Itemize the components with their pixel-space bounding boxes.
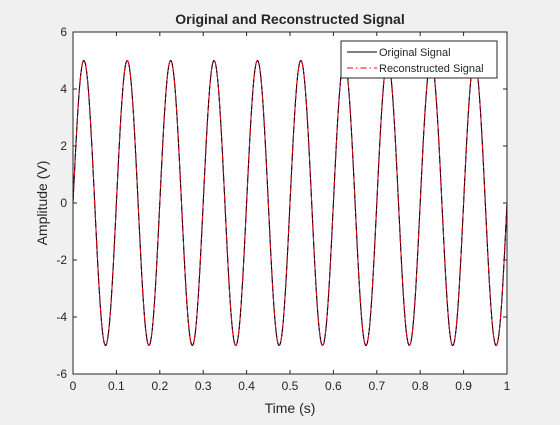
x-tick-label: 0.3	[195, 379, 212, 393]
axes-frame	[72, 31, 508, 375]
x-tick-label: 0.4	[238, 379, 255, 393]
y-tick-label: 6	[60, 25, 67, 39]
chart-title: Original and Reconstructed Signal	[175, 11, 404, 27]
legend: Original Signal Reconstructed Signal	[340, 40, 498, 79]
legend-label-2: Reconstructed Signal	[379, 63, 484, 75]
x-tick-label: 0.9	[455, 379, 472, 393]
x-tick-label: 0.8	[412, 379, 429, 393]
x-tick-label: 0.2	[151, 379, 168, 393]
x-tick-label: 0.7	[368, 379, 385, 393]
curve-layer	[72, 60, 508, 346]
y-tick-label: -6	[56, 367, 67, 381]
x-tick-label: 0.6	[325, 379, 342, 393]
y-tick-label: 2	[60, 139, 67, 153]
x-tick-label: 0	[70, 379, 77, 393]
y-axis-label: Amplitude (V)	[34, 161, 50, 246]
y-tick-label: -4	[56, 310, 67, 324]
legend-box	[340, 40, 498, 79]
x-axis-label: Time (s)	[265, 400, 316, 416]
series-line-2	[72, 60, 508, 346]
y-tick-label: 4	[60, 82, 67, 96]
tick-layer: 0 0.1 0.2 0.3 0.4 0.5 0.6 0.7 0.8 0.9 1 -6 -4 -2 0 2 4 6	[56, 25, 510, 393]
legend-label-1: Original Signal	[379, 47, 451, 59]
x-tick-label: 0.1	[108, 379, 125, 393]
x-tick-label: 0.5	[282, 379, 299, 393]
y-tick-label: -2	[56, 253, 67, 267]
x-tick-label: 1	[504, 379, 511, 393]
y-tick-label: 0	[60, 196, 67, 210]
